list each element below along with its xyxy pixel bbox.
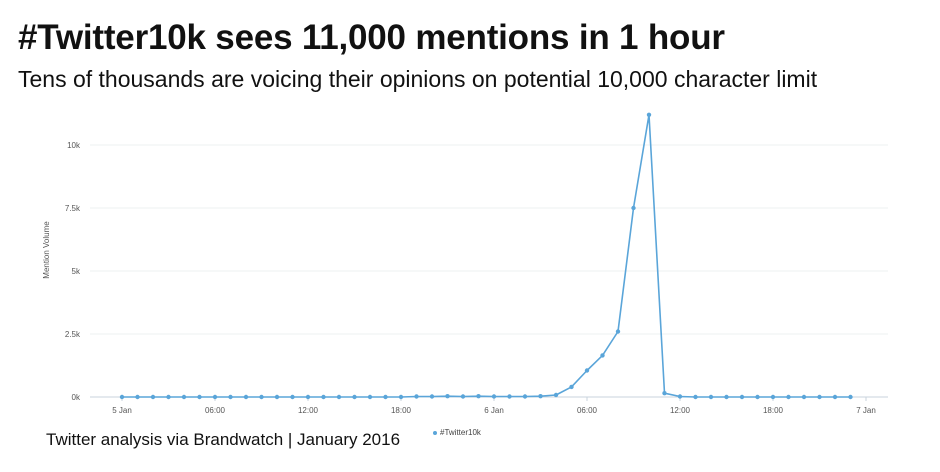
legend: #Twitter10k [433,428,481,437]
data-point[interactable] [352,394,357,400]
x-tick-label: 7 Jan [856,406,876,415]
data-point[interactable] [290,394,295,400]
data-point[interactable] [228,394,233,400]
data-point[interactable] [786,394,791,400]
data-point[interactable] [119,394,125,400]
data-point[interactable] [600,353,605,358]
data-point[interactable] [321,394,326,400]
data-point[interactable] [398,394,404,400]
data-point[interactable] [848,394,853,400]
data-point[interactable] [429,394,435,399]
x-tick-label: 6 Jan [484,406,504,415]
data-point[interactable] [724,394,729,400]
data-point[interactable] [212,394,218,400]
chart-title: #Twitter10k sees 11,000 mentions in 1 ho… [18,18,725,57]
data-point[interactable] [708,394,714,400]
data-point[interactable] [801,394,807,400]
data-point[interactable] [476,394,481,399]
data-point[interactable] [445,394,450,399]
data-point[interactable] [197,394,202,400]
data-point[interactable] [677,394,683,399]
data-point[interactable] [491,394,497,399]
y-tick-label: 0k [72,393,81,402]
data-point[interactable] [832,394,838,400]
data-point[interactable] [336,394,342,400]
data-point[interactable] [259,394,264,400]
series-line [122,114,851,398]
data-point[interactable] [615,329,621,334]
x-tick-label: 18:00 [391,406,412,415]
data-point[interactable] [631,205,636,211]
legend-marker [433,430,437,435]
data-point[interactable] [553,392,559,398]
source-footer: Twitter analysis via Brandwatch | Januar… [46,430,401,449]
data-point[interactable] [274,394,280,400]
data-point[interactable] [538,394,543,399]
data-point[interactable] [243,394,249,400]
data-point[interactable] [460,394,466,399]
x-tick-label: 06:00 [577,406,598,415]
data-point[interactable] [662,391,667,396]
y-tick-labels: 0k 2.5k 5k 7.5k 10k [65,141,81,402]
data-point[interactable] [367,394,373,400]
y-tick-label: 10k [67,141,81,150]
data-point[interactable] [150,394,156,400]
x-tick-labels: 5 Jan 06:00 12:00 18:00 6 Jan 06:00 12:00 18:00… [112,397,876,415]
y-axis-label: Mention Volume [42,221,51,279]
chart-subtitle: Tens of thousands are voicing their opin… [18,66,818,92]
series-twitter10k [119,112,853,400]
data-point[interactable] [646,112,652,118]
data-point[interactable] [522,394,528,399]
data-point[interactable] [507,394,512,399]
data-point[interactable] [584,368,590,373]
legend-label-twitter10k: #Twitter10k [440,428,481,437]
data-point[interactable] [755,394,760,400]
data-point[interactable] [305,394,311,400]
data-point[interactable] [569,384,574,390]
data-point[interactable] [135,394,140,400]
data-point[interactable] [817,394,822,400]
x-tick-label: 5 Jan [112,406,132,415]
x-tick-label: 06:00 [205,406,226,415]
data-point[interactable] [414,394,419,399]
data-point[interactable] [693,394,698,400]
data-point[interactable] [383,394,388,400]
data-point[interactable] [166,394,171,400]
data-point[interactable] [739,394,745,400]
x-tick-label: 12:00 [298,406,319,415]
y-tick-label: 7.5k [65,204,81,213]
grid-lines [90,144,888,398]
data-point[interactable] [181,394,187,400]
data-point[interactable] [770,394,776,400]
y-tick-label: 5k [72,267,81,276]
x-tick-label: 12:00 [670,406,691,415]
x-tick-label: 18:00 [763,406,784,415]
y-tick-label: 2.5k [65,330,81,339]
